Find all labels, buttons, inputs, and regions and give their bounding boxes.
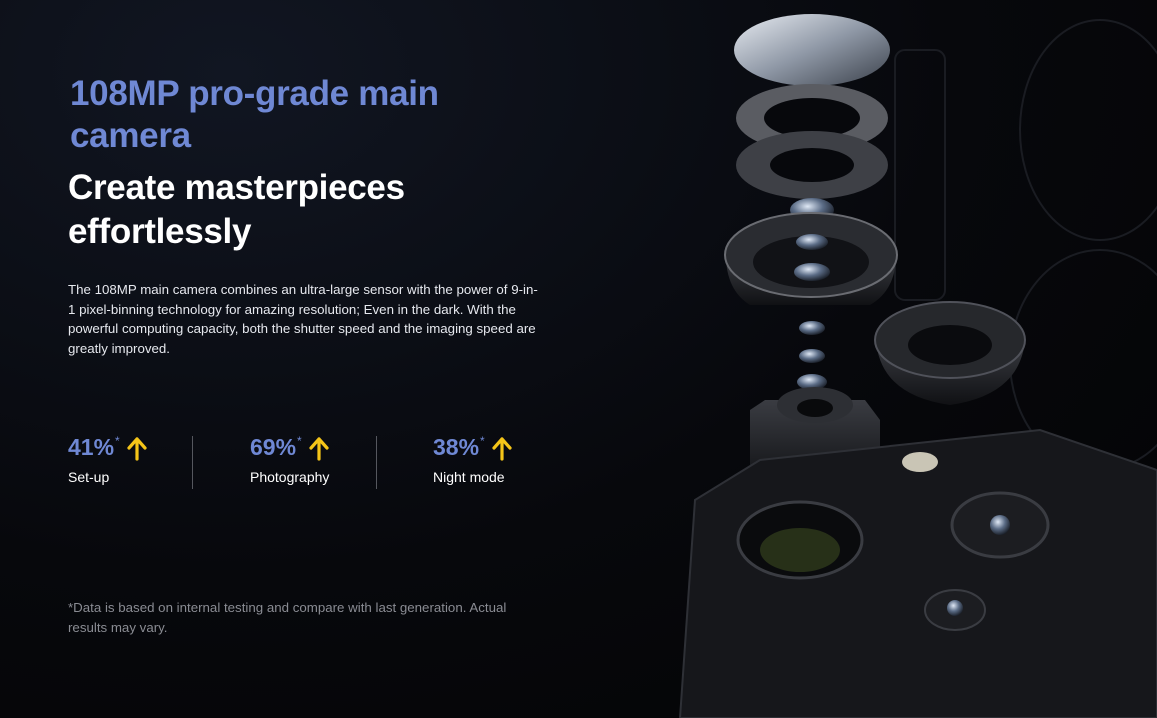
background-numerals xyxy=(894,19,1157,471)
stat-value: 69% xyxy=(250,434,297,460)
stat-value: 38% xyxy=(433,434,480,460)
tertiary-lens xyxy=(947,600,963,616)
footnote: *Data is based on internal testing and c… xyxy=(68,600,507,635)
camera-exploded-illustration xyxy=(678,14,1157,718)
image-sensor xyxy=(760,528,840,572)
stat-setup: 41%* Set-up xyxy=(68,434,193,490)
stat-divider xyxy=(192,436,193,489)
arrow-up-icon xyxy=(127,437,147,461)
lens-element xyxy=(799,349,825,363)
camera-module-body xyxy=(678,428,1157,718)
cover-glass xyxy=(734,14,890,86)
arrow-up-icon xyxy=(309,437,329,461)
feature-description: The 108MP main camera combines an ultra-… xyxy=(68,282,538,356)
lens-element xyxy=(796,234,828,250)
secondary-lens xyxy=(990,515,1010,535)
stat-asterisk: * xyxy=(297,434,302,448)
stat-label: Photography xyxy=(250,469,330,485)
feature-title: 108MP pro-grade main camera xyxy=(70,74,439,155)
stats-row: 41%* Set-up 69%* Photography 38%* Night … xyxy=(68,434,617,490)
stat-label: Set-up xyxy=(68,469,110,485)
stat-asterisk: * xyxy=(480,434,485,448)
feature-subtitle: Create masterpieces effortlessly xyxy=(68,168,405,251)
stat-night-mode: 38%* Night mode xyxy=(377,434,617,490)
lens-element xyxy=(799,321,825,335)
stat-photography: 69%* Photography xyxy=(193,434,377,490)
arrow-up-icon xyxy=(492,437,512,461)
stat-asterisk: * xyxy=(115,434,120,448)
stat-label: Night mode xyxy=(433,469,505,485)
stat-divider xyxy=(376,436,377,489)
flash xyxy=(902,452,938,472)
lens-element xyxy=(797,374,827,390)
lens-element xyxy=(794,263,830,281)
stat-value: 41% xyxy=(68,434,115,460)
